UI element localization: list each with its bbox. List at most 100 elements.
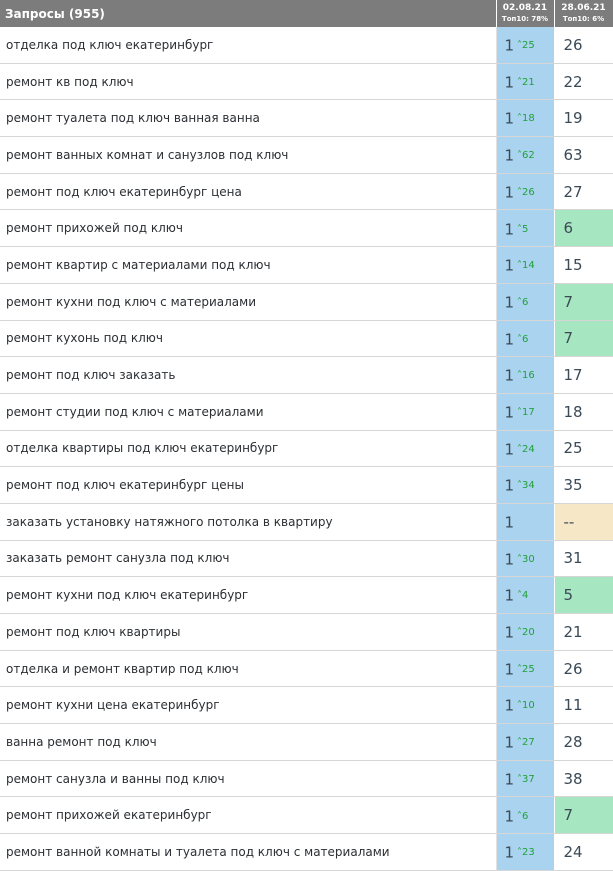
current-position-cell: 1 ˄10 [496,686,555,725]
table-row[interactable]: ремонт ванной комнаты и туалета под ключ… [0,833,613,871]
previous-position: 19 [554,99,613,138]
query-text[interactable]: ремонт под ключ квартиры [0,613,497,651]
current-position-cell: 1 ˄6 [496,320,555,358]
query-text[interactable]: ремонт кв под ключ [0,63,497,101]
position-change-value: 26 [522,186,535,198]
previous-position: 26 [554,27,613,64]
query-text[interactable]: ремонт туалета под ключ ванная ванна [0,99,497,138]
position-change: ˄6 [517,810,529,822]
position-change: ˄6 [517,296,529,308]
query-text[interactable]: ремонт ванной комнаты и туалета под ключ… [0,833,497,871]
table-row[interactable]: ремонт кухни под ключ екатеринбург 1 ˄4 5 [0,576,613,614]
query-text[interactable]: заказать установку натяжного потолка в к… [0,503,497,541]
current-position: 1 [504,807,515,826]
current-position-cell: 1 ˄34 [496,466,555,504]
query-text[interactable]: ремонт кухни под ключ екатеринбург [0,576,497,614]
query-text[interactable]: отделка и ремонт квартир под ключ [0,650,497,688]
position-change-value: 24 [522,443,535,455]
position-change: ˄25 [517,663,535,675]
query-text[interactable]: ремонт кухни под ключ с материалами [0,283,497,321]
position-change: ˄14 [517,260,535,272]
query-text[interactable]: ремонт прихожей екатеринбург [0,796,497,835]
table-row[interactable]: отделка квартиры под ключ екатеринбург 1 ˄… [0,430,613,468]
query-text[interactable]: ремонт ванных комнат и санузлов под ключ [0,136,497,174]
query-text[interactable]: ремонт кухни цена екатеринбург [0,686,497,725]
current-position: 1 [504,550,515,569]
position-change-value: 6 [522,810,529,822]
table-row[interactable]: ремонт прихожей под ключ 1 ˄5 6 [0,209,613,248]
query-text[interactable]: ремонт под ключ екатеринбург цены [0,466,497,504]
query-text[interactable]: ремонт квартир с материалами под ключ [0,246,497,284]
position-change-value: 17 [522,406,535,418]
table-row[interactable]: ремонт прихожей екатеринбург 1 ˄6 7 [0,796,613,835]
table-row[interactable]: ремонт кухни цена екатеринбург 1 ˄10 11 [0,686,613,725]
previous-position: 15 [554,246,613,284]
current-position-cell: 1 ˄20 [496,613,555,651]
position-change: ˄26 [517,186,535,198]
position-change-value: 25 [522,663,535,675]
position-change: ˄34 [517,480,535,492]
current-position: 1 [504,733,515,752]
current-position-cell: 1 ˄62 [496,136,555,174]
previous-position: 18 [554,393,613,431]
previous-position: 27 [554,173,613,211]
query-text[interactable]: ванна ремонт под ключ [0,723,497,761]
table-row[interactable]: заказать ремонт санузла под ключ 1 ˄30 31 [0,540,613,578]
previous-position: 22 [554,63,613,101]
table-row[interactable]: отделка и ремонт квартир под ключ 1 ˄25 26 [0,650,613,688]
current-position: 1 [504,586,515,605]
table-row[interactable]: ванна ремонт под ключ 1 ˄27 28 [0,723,613,761]
current-position-cell: 1 ˄23 [496,833,555,871]
previous-position: 6 [554,209,613,248]
query-text[interactable]: отделка под ключ екатеринбург [0,27,497,64]
query-text[interactable]: ремонт санузла и ванны под ключ [0,760,497,798]
table-row[interactable]: ремонт квартир с материалами под ключ 1 ˄1… [0,246,613,284]
position-change: ˄21 [517,76,535,88]
current-position: 1 [504,623,515,642]
position-change-value: 6 [522,333,529,345]
position-change-value: 62 [522,150,535,162]
queries-column-header[interactable]: Запросы (955) [0,0,497,27]
previous-position: 7 [554,796,613,835]
current-position: 1 [504,293,515,312]
table-row[interactable]: ремонт туалета под ключ ванная ванна 1 ˄18… [0,99,613,138]
table-row[interactable]: ремонт кухонь под ключ 1 ˄6 7 [0,320,613,358]
position-change: ˄23 [517,847,535,859]
current-position-cell: 1 ˄4 [496,576,555,614]
position-change: ˄25 [517,40,535,52]
table-row[interactable]: ремонт ванных комнат и санузлов под ключ… [0,136,613,174]
previous-position: 24 [554,833,613,871]
previous-position: 63 [554,136,613,174]
table-row[interactable]: ремонт студии под ключ с материалами 1 ˄17… [0,393,613,431]
previous-position: 7 [554,320,613,358]
table-row[interactable]: отделка под ключ екатеринбург 1 ˄25 26 [0,27,613,64]
current-position: 1 [504,73,515,92]
current-date-label: 02.08.21 [502,3,548,13]
position-change-value: 37 [522,773,535,785]
current-position: 1 [504,770,515,789]
table-row[interactable]: ремонт кв под ключ 1 ˄21 22 [0,63,613,101]
query-text[interactable]: заказать ремонт санузла под ключ [0,540,497,578]
date-column-header-current[interactable]: 02.08.21 Топ10: 78% [496,0,555,27]
table-row[interactable]: ремонт кухни под ключ с материалами 1 ˄6 7 [0,283,613,321]
previous-position: 31 [554,540,613,578]
previous-position: 17 [554,356,613,394]
query-text[interactable]: ремонт под ключ заказать [0,356,497,394]
current-position: 1 [504,220,515,239]
position-change: ˄27 [517,737,535,749]
query-text[interactable]: ремонт под ключ екатеринбург цена [0,173,497,211]
query-text[interactable]: ремонт прихожей под ключ [0,209,497,248]
table-row[interactable]: ремонт санузла и ванны под ключ 1 ˄37 38 [0,760,613,798]
table-row[interactable]: заказать установку натяжного потолка в к… [0,503,613,541]
table-row[interactable]: ремонт под ключ екатеринбург цены 1 ˄34 35 [0,466,613,504]
previous-position: 25 [554,430,613,468]
table-row[interactable]: ремонт под ключ екатеринбург цена 1 ˄26 27 [0,173,613,211]
query-text[interactable]: ремонт кухонь под ключ [0,320,497,358]
query-text[interactable]: ремонт студии под ключ с материалами [0,393,497,431]
current-position-cell: 1 ˄18 [496,99,555,138]
previous-position: 21 [554,613,613,651]
query-text[interactable]: отделка квартиры под ключ екатеринбург [0,430,497,468]
table-row[interactable]: ремонт под ключ заказать 1 ˄16 17 [0,356,613,394]
table-row[interactable]: ремонт под ключ квартиры 1 ˄20 21 [0,613,613,651]
date-column-header-previous[interactable]: 28.06.21 Топ10: 6% [554,0,613,27]
